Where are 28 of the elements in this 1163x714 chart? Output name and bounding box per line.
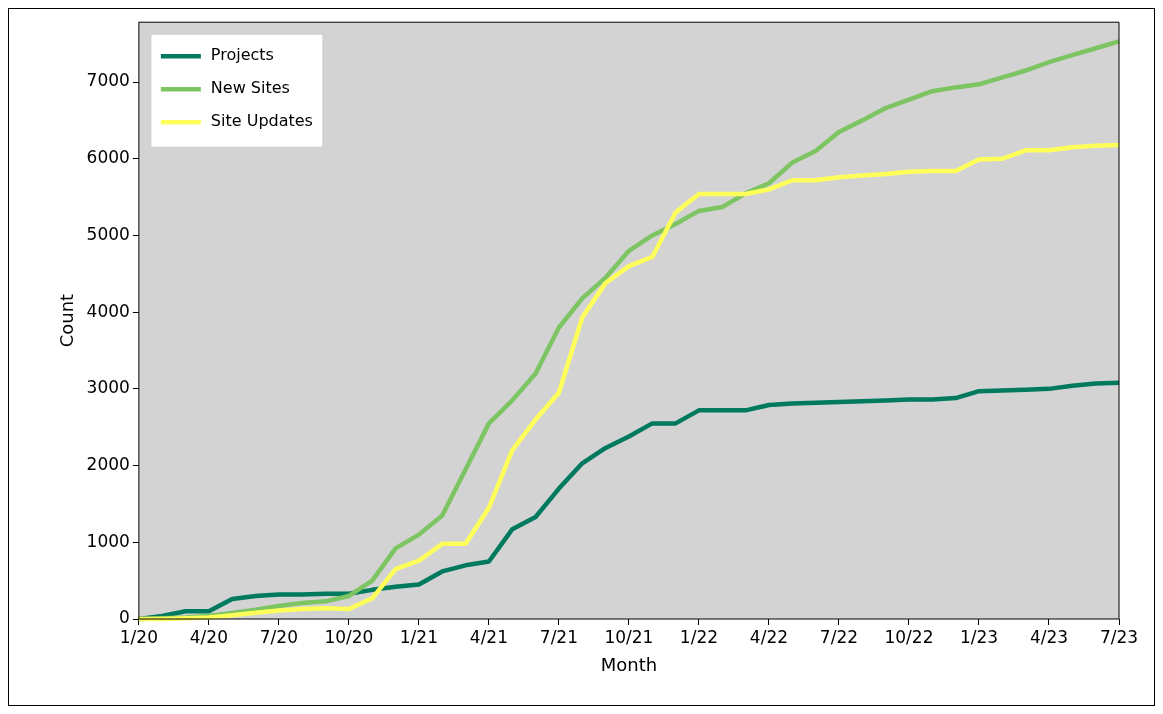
x-tick-label: 7/23 (1099, 626, 1139, 647)
x-tick-label: 7/20 (259, 626, 298, 647)
x-tick-label: 1/21 (399, 626, 438, 647)
x-tick-label: 1/20 (119, 626, 158, 647)
y-tick-label: 1000 (86, 530, 130, 551)
x-axis-title: Month (600, 653, 658, 675)
y-tick-label: 0 (119, 607, 130, 628)
x-tick-label: 10/20 (324, 626, 374, 647)
legend-label: Site Updates (210, 111, 313, 131)
x-tick-label: 1/22 (679, 626, 719, 647)
x-tick-label: 4/22 (749, 626, 789, 647)
legend-label: New Sites (210, 78, 290, 98)
x-tick-label: 4/23 (1029, 626, 1069, 647)
y-tick-label: 6000 (86, 147, 130, 168)
x-tick-label: 10/22 (884, 626, 934, 647)
y-tick-label: 4000 (86, 300, 130, 321)
y-axis-title: Count (56, 293, 78, 348)
x-tick-label: 7/21 (539, 626, 579, 647)
y-tick-label: 2000 (86, 454, 130, 474)
legend-label: Projects (210, 45, 274, 65)
x-tick-label: 4/21 (469, 626, 509, 647)
y-tick-label: 5000 (86, 223, 130, 244)
x-tick-label: 7/22 (819, 626, 859, 647)
x-tick-label: 10/21 (604, 626, 654, 647)
y-tick-label: 7000 (86, 70, 130, 91)
x-tick-label: 4/20 (189, 626, 228, 647)
y-tick-label: 3000 (86, 377, 130, 398)
x-tick-label: 1/23 (959, 626, 999, 647)
